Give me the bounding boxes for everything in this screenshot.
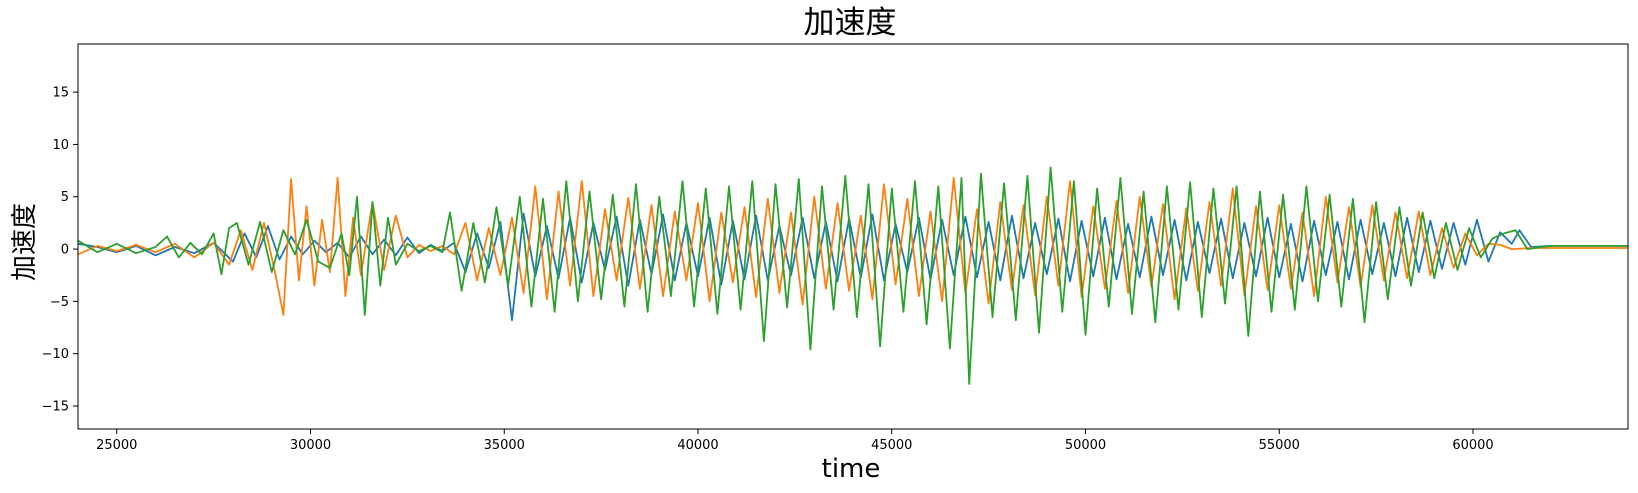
y-tick-label: 5	[61, 190, 69, 205]
x-tick-label: 55000	[1259, 438, 1300, 453]
y-tick-label: 10	[52, 138, 69, 153]
chart-title: 加速度	[804, 5, 897, 41]
y-tick-label: 15	[52, 86, 69, 101]
x-tick-label: 30000	[290, 438, 331, 453]
x-tick-label: 35000	[484, 438, 525, 453]
x-tick-label: 25000	[96, 438, 137, 453]
series-layer	[78, 166, 1628, 385]
series-line-3	[78, 166, 1628, 385]
y-tick-label: −15	[42, 399, 69, 414]
x-tick-label: 60000	[1452, 438, 1493, 453]
x-tick-label: 50000	[1065, 438, 1106, 453]
series-line-2	[78, 176, 1628, 316]
y-axis-label: 加速度	[10, 203, 40, 281]
axes-layer: 25000 30000 35000 40000 45000 50000 55000 60000…	[42, 43, 1629, 453]
x-tick-label: 45000	[871, 438, 912, 453]
x-axis-label: time	[822, 454, 881, 484]
plot-frame	[77, 43, 1629, 430]
x-tick-label: 40000	[677, 438, 718, 453]
y-tick-label: −5	[50, 295, 69, 310]
series-line-1	[78, 212, 1628, 322]
y-tick-label: 0	[61, 243, 69, 258]
y-tick-label: −10	[42, 347, 69, 362]
